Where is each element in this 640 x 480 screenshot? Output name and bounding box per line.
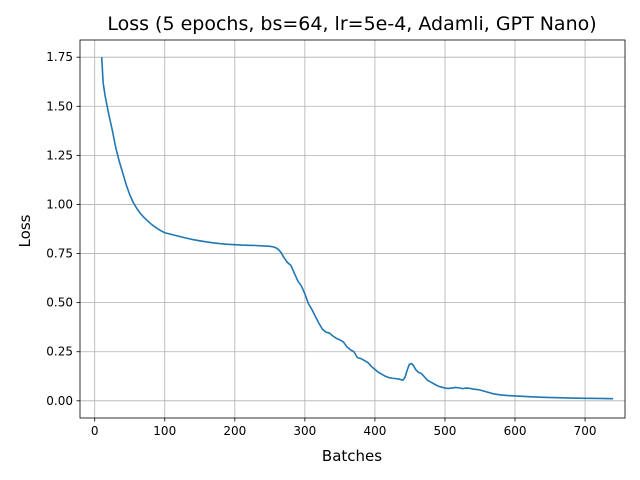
x-tick-label: 0	[91, 424, 99, 438]
loss-series-line	[100, 57, 614, 400]
y-tick-label: 1.50	[46, 99, 73, 113]
y-tick-label: 0.25	[46, 345, 73, 359]
y-axis-ticks: 0.00 0.25 0.50 0.75 1.00 1.25 1.50 1.75	[46, 50, 80, 408]
y-tick-label: 1.75	[46, 50, 73, 64]
grid	[80, 40, 625, 418]
plot-frame	[79, 39, 626, 419]
y-tick-label: 1.25	[46, 148, 73, 162]
y-tick-label: 0.75	[46, 247, 73, 261]
y-tick-label: 0.00	[46, 394, 73, 408]
x-tick-label: 500	[434, 424, 457, 438]
x-tick-label: 200	[223, 424, 246, 438]
x-tick-label: 300	[293, 424, 316, 438]
x-tick-label: 700	[574, 424, 597, 438]
x-tick-label: 400	[363, 424, 386, 438]
y-axis-label: Loss	[16, 214, 34, 247]
chart-title: Loss (5 epochs, bs=64, lr=5e-4, Adamli, …	[107, 13, 596, 35]
y-tick-label: 0.50	[46, 296, 73, 310]
y-tick-label: 1.00	[46, 197, 73, 211]
x-axis-ticks: 0 100 200 300 400 500 600 700	[91, 418, 597, 438]
x-tick-label: 600	[504, 424, 527, 438]
x-axis-label: Batches	[322, 447, 382, 465]
x-tick-label: 100	[153, 424, 176, 438]
